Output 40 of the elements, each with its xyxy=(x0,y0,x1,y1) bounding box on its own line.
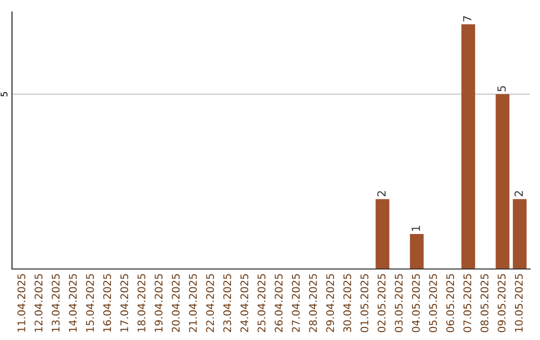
x-tick-label: 13.04.2025 xyxy=(52,274,60,332)
x-tick-label: 16.04.2025 xyxy=(103,274,112,332)
data-label: 1 xyxy=(412,226,420,231)
x-tick-label: 04.05.2025 xyxy=(412,274,420,332)
x-tick-label: 30.04.2025 xyxy=(343,274,352,332)
data-label: 2 xyxy=(377,191,386,196)
bar xyxy=(496,94,510,269)
x-tick-label: 25.04.2025 xyxy=(258,274,266,332)
x-tick-label: 05.05.2025 xyxy=(429,274,437,332)
x-tick-label: 15.04.2025 xyxy=(86,274,94,332)
data-label: 2 xyxy=(514,191,523,196)
x-tick-label: 22.04.2025 xyxy=(206,274,214,332)
x-tick-label: 10.05.2025 xyxy=(514,274,523,332)
x-tick-label: 19.04.2025 xyxy=(154,274,163,332)
x-tick-label: 03.05.2025 xyxy=(394,274,403,332)
x-tick-label: 09.05.2025 xyxy=(498,274,506,332)
data-label: 7 xyxy=(463,16,472,22)
x-tick-label: 20.04.2025 xyxy=(172,274,180,332)
x-tick-label: 06.05.2025 xyxy=(446,274,454,332)
x-tick-label: 27.04.2025 xyxy=(292,274,300,332)
x-tick-label: 14.04.2025 xyxy=(68,274,77,332)
x-tick-label: 21.04.2025 xyxy=(188,274,197,332)
x-tick-label: 24.04.2025 xyxy=(240,274,248,332)
x-tick-label: 18.04.2025 xyxy=(138,274,146,332)
bar xyxy=(512,199,527,269)
x-tick-label: 11.04.2025 xyxy=(17,274,26,332)
x-tick-label: 01.05.2025 xyxy=(360,274,368,332)
data-label: 5 xyxy=(498,86,506,92)
x-tick-label: 17.04.2025 xyxy=(120,274,128,332)
x-tick-label: 08.05.2025 xyxy=(480,274,488,332)
x-tick-label: 02.05.2025 xyxy=(378,274,386,332)
x-tick-label: 26.04.2025 xyxy=(274,274,283,332)
x-tick-label: 28.04.2025 xyxy=(309,274,317,332)
x-tick-label: 12.04.2025 xyxy=(34,274,42,332)
bar xyxy=(376,199,390,269)
x-tick-label: 29.04.2025 xyxy=(326,274,334,332)
bar xyxy=(410,234,424,269)
x-tick-label: 23.04.2025 xyxy=(223,274,232,332)
bar xyxy=(461,24,476,269)
x-tick-label: 07.05.2025 xyxy=(463,274,472,332)
